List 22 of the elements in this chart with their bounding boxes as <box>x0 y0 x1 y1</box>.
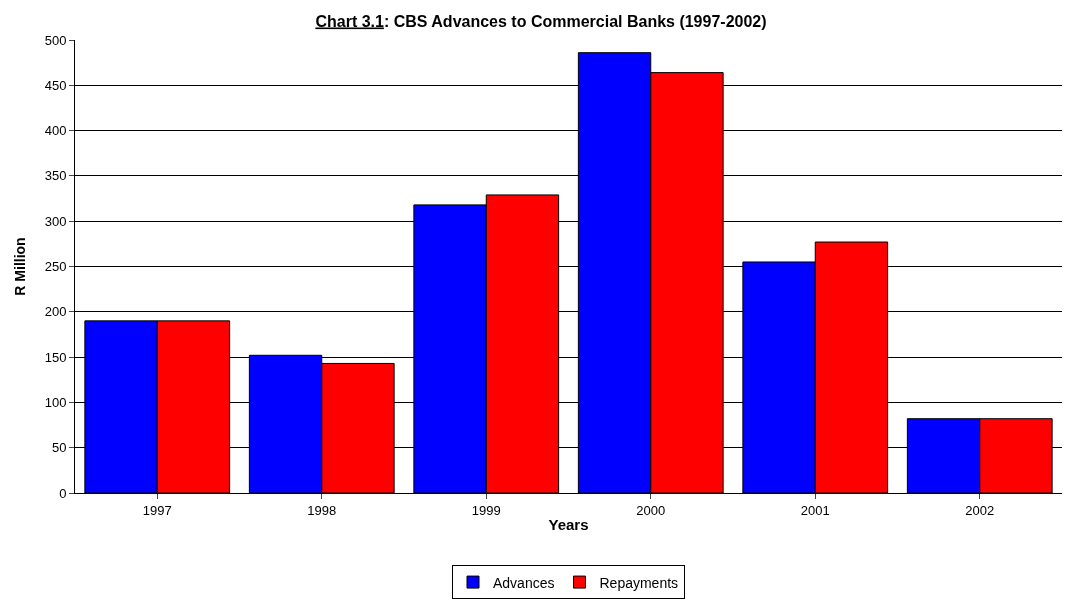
y-tick-label: 450 <box>44 77 67 93</box>
legend-label: Repayments <box>599 574 679 591</box>
y-tick-label: 500 <box>44 32 67 48</box>
y-tick-label: 200 <box>44 304 67 320</box>
y-tick-label: 350 <box>44 168 67 184</box>
x-axis-title: Years <box>548 515 589 533</box>
y-tick-label: 150 <box>44 349 67 365</box>
y-tick-label: 50 <box>51 440 67 456</box>
legend-label: Advances <box>493 574 555 591</box>
y-axis-title: R Million <box>12 237 29 296</box>
chart-title: Chart 3.1: CBS Advances to Commercial Banks (1997-2002) <box>315 12 767 30</box>
y-tick-label: 400 <box>44 123 67 139</box>
x-tick-label: 2000 <box>636 502 666 518</box>
x-tick-label: 2002 <box>965 502 995 518</box>
y-tick-label: 100 <box>44 394 67 410</box>
y-tick-label: 250 <box>44 259 67 275</box>
y-tick-label: 300 <box>44 213 67 229</box>
y-tick-label: 0 <box>59 485 67 501</box>
x-tick-label: 2001 <box>800 502 830 518</box>
x-tick-label: 1999 <box>471 502 501 518</box>
x-tick-label: 1997 <box>142 502 172 518</box>
x-tick-label: 1998 <box>307 502 337 518</box>
